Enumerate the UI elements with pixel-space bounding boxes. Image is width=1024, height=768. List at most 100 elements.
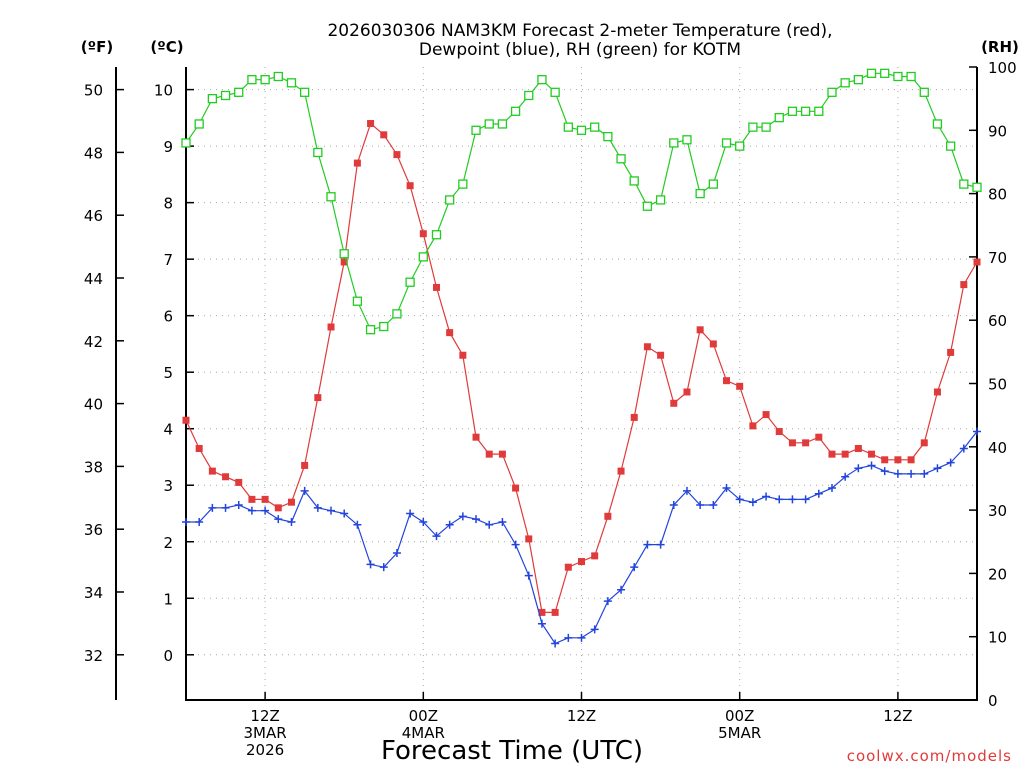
dewpoint-point [485,520,494,529]
rh-point [682,135,692,145]
temperature-point [604,512,612,520]
temperature-point [933,388,941,396]
dewpoint-point [801,495,810,504]
rh-point [247,75,257,85]
rh-point [418,252,428,262]
dewpoint-point [867,461,876,470]
dewpoint-point [419,517,428,526]
celsius-tick-label: 6 [163,308,173,326]
x-axis-label: Forecast Time (UTC) [381,736,643,766]
dewpoint-point [827,484,836,493]
rh-point [932,119,943,129]
fahrenheit-tick-label: 32 [84,647,103,665]
temperature-point [920,439,928,447]
rh-point [919,87,929,97]
rh-tick-label: 60 [988,312,1007,330]
rh-point [787,106,798,116]
rh-tick-label: 70 [988,249,1007,267]
dewpoint-point [841,472,850,481]
fahrenheit-tick-label: 34 [84,584,103,602]
rh-point [629,176,639,186]
temperature-point [538,608,546,616]
fahrenheit-tick-label: 38 [84,458,103,476]
fahrenheit-unit-label: (ºF) [81,38,113,56]
temperature-point [973,258,981,266]
celsius-tick-label: 8 [163,195,173,213]
temperature-point [683,388,691,396]
x-tick-label: 12Z [883,707,912,725]
temperature-point [881,456,889,464]
temperature-point [195,444,203,452]
rh-point [893,71,903,82]
dewpoint-point [208,503,217,512]
temperature-point [709,340,717,348]
rh-point [748,122,758,132]
temperature-point [947,348,955,356]
temperature-point [696,326,704,334]
rh-point [299,87,310,97]
temperature-point [723,377,731,385]
dewpoint-point [366,560,375,569]
credit-text: coolwx.com/models [847,747,1012,765]
rh-point [945,141,956,151]
axes: 0123456789103234363840424446485001020304… [84,59,1017,710]
dewpoint-point [656,540,665,549]
temperature-point [643,343,651,351]
dewpoint-point [340,509,349,518]
temperature-point [498,450,506,458]
dewpoint-point [221,503,230,512]
rh-point [814,106,824,116]
temperature-point [367,120,375,128]
rh-point [721,138,732,148]
celsius-tick-label: 3 [163,477,173,495]
rh-point [761,122,771,132]
rh-point [603,131,613,142]
rh-tick-label: 50 [988,376,1007,394]
rh-point [906,71,916,82]
dewpoint-point [195,517,204,526]
rh-point [642,201,653,211]
dewpoint-point [247,506,256,515]
dewpoint-point [327,506,336,515]
rh-point [365,325,376,335]
x-tick-label: 2026 [246,741,284,759]
rh-tick-label: 40 [988,439,1007,457]
dewpoint-point [537,619,546,628]
temperature-point [274,504,282,512]
temperature-point [894,456,902,464]
dewpoint-point [287,517,296,526]
rh-point [431,230,442,240]
temperature-point [960,281,968,289]
x-tick-label: 00Z [409,707,438,725]
temperature-point [485,450,493,458]
dewpoint-point [814,489,823,498]
celsius-tick-label: 1 [163,590,173,608]
fahrenheit-tick-label: 50 [84,82,103,100]
rh-point [405,277,415,287]
temperature-point [630,413,638,421]
dewpoint-point [577,633,586,642]
rh-point [655,195,666,205]
celsius-tick-label: 10 [154,82,173,100]
rh-tick-label: 10 [988,629,1007,647]
temperature-point [736,382,744,390]
rh-point [774,112,784,123]
rh-point [735,141,745,151]
temperature-point [815,433,823,441]
dewpoint-point [445,520,454,529]
rh-point [260,75,270,85]
dewpoint-point [524,571,533,580]
temperature-point [617,467,625,475]
celsius-tick-label: 7 [163,251,173,269]
dewpoint-point [735,495,744,504]
dewpoint-point [603,597,612,606]
rh-point [576,125,587,135]
fahrenheit-tick-label: 36 [84,521,103,539]
rh-point [563,122,573,132]
temperature-point [802,439,810,447]
dewpoint-point [854,464,863,473]
celsius-tick-label: 0 [163,647,173,665]
dewpoint-point [748,498,757,507]
x-tick-label: 5MAR [718,724,761,742]
dewpoint-point [920,469,929,478]
